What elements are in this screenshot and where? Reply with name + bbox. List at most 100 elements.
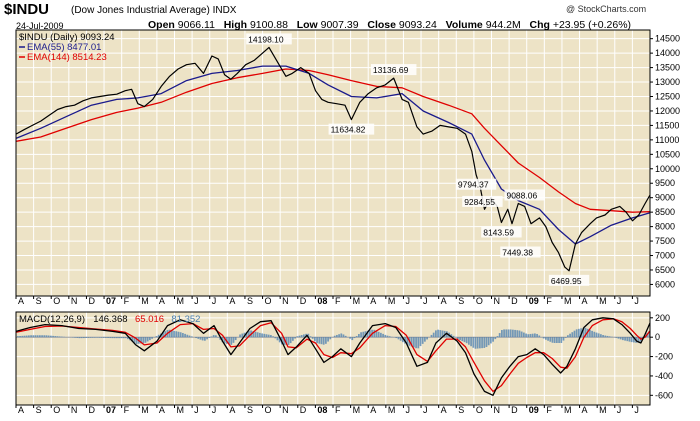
x-tick-label: D	[300, 296, 307, 306]
histogram-bar	[39, 335, 41, 338]
histogram-bar	[465, 337, 468, 344]
chg-value: +23.95 (+0.26%)	[552, 19, 632, 31]
quote-line: Open 9066.11 High 9100.88 Low 9007.39 Cl…	[148, 19, 631, 31]
histogram-bar	[61, 336, 63, 338]
histogram-bar	[303, 334, 305, 338]
plot-frame	[15, 29, 651, 297]
histogram-bar	[351, 337, 354, 341]
x-tick-label: N	[282, 296, 289, 306]
histogram-bar	[571, 332, 574, 338]
histogram-bar	[270, 335, 272, 338]
histogram-bar	[109, 337, 112, 339]
y-tick-label: 8000	[655, 222, 675, 232]
x-tick-label: M	[599, 296, 607, 306]
histogram-bar	[113, 337, 116, 339]
histogram-bar	[534, 333, 536, 338]
histogram-bar	[52, 335, 54, 338]
histogram-bar	[628, 337, 631, 342]
annotation-label: 9794.37	[458, 180, 489, 190]
low-value: 9007.39	[320, 19, 359, 31]
x-tick-label: J	[194, 296, 199, 306]
histogram-bar	[78, 337, 81, 339]
y-tick-label: 14500	[655, 34, 680, 44]
histogram-bar	[353, 337, 356, 339]
histogram-bar	[120, 337, 123, 339]
histogram-bar	[283, 337, 285, 345]
histogram-bar	[94, 337, 96, 338]
histogram-bar	[443, 330, 446, 338]
x-tick-label: D	[511, 296, 518, 306]
histogram-bar	[190, 336, 193, 338]
x-tick-label: O	[53, 405, 60, 415]
x-tick-label: J	[212, 405, 217, 415]
histogram-bar	[340, 333, 343, 338]
histogram-bar	[157, 334, 160, 338]
histogram-bar	[89, 337, 92, 338]
histogram-bar	[21, 335, 24, 338]
x-tick-label: N	[71, 405, 78, 415]
histogram-bar	[564, 337, 567, 338]
histogram-bar	[272, 336, 274, 338]
histogram-bar	[589, 329, 591, 338]
annotation-label: 11634.82	[331, 125, 366, 135]
x-tick-label: M	[177, 405, 185, 415]
series-line-ema-144-	[15, 68, 651, 213]
x-tick-label: N	[282, 405, 289, 415]
series-line-macd	[15, 317, 651, 396]
histogram-bar	[47, 335, 50, 338]
histogram-bar	[648, 330, 651, 338]
histogram-bar	[397, 337, 400, 340]
histogram-bar	[481, 337, 483, 349]
histogram-bar	[234, 337, 237, 341]
histogram-bar	[514, 329, 516, 338]
y-tick-label: 6000	[655, 279, 675, 289]
histogram-bar	[479, 337, 481, 349]
histogram-bar	[344, 335, 347, 338]
y-tick-label: 7000	[655, 251, 675, 261]
y-tick-label: 9500	[655, 178, 675, 188]
x-tick-label: M	[388, 405, 396, 415]
histogram-bar	[204, 337, 206, 341]
x-tick-label: J	[405, 296, 410, 306]
annotation-label: 7449.38	[502, 248, 533, 258]
histogram-bar	[285, 337, 288, 345]
histogram-bar	[437, 329, 439, 338]
histogram-bar	[410, 337, 413, 347]
histogram-bar	[188, 335, 191, 338]
x-tick-label: N	[494, 296, 501, 306]
histogram-bar	[567, 335, 569, 338]
histogram-bar	[206, 337, 208, 340]
index-name: (Dow Jones Industrial Average)	[71, 5, 210, 16]
histogram-bar	[415, 337, 417, 349]
annotation-label: 6469.95	[551, 276, 582, 286]
histogram-bar	[102, 337, 105, 338]
x-tick-label: F	[124, 405, 130, 415]
histogram-bar	[417, 337, 420, 349]
legend-entry: EMA(144) 8514.23	[27, 52, 107, 63]
x-tick-label: J	[194, 405, 199, 415]
x-tick-label: O	[476, 296, 483, 306]
histogram-bar	[292, 337, 294, 341]
histogram-bar	[329, 337, 332, 340]
histogram-bar	[327, 337, 329, 342]
x-tick-label: A	[441, 405, 447, 415]
histogram-bar	[278, 337, 281, 343]
y-tick-label: 9000	[655, 193, 675, 203]
x-tick-label: J	[423, 405, 428, 415]
histogram-bar	[518, 330, 521, 338]
histogram-bar	[470, 337, 472, 347]
x-tick-label: F	[546, 405, 552, 415]
histogram-bar	[140, 337, 142, 344]
annotation-box	[504, 189, 545, 201]
x-tick-label: M	[564, 296, 572, 306]
histogram-bar	[342, 334, 345, 338]
histogram-bar	[630, 337, 633, 343]
histogram-bar	[30, 335, 32, 338]
histogram-bar	[256, 332, 259, 338]
y-tick-label: 13000	[655, 77, 680, 87]
histogram-bar	[28, 335, 30, 338]
histogram-bar	[201, 337, 204, 341]
histogram-bar	[560, 337, 563, 343]
histogram-bar	[221, 337, 224, 343]
